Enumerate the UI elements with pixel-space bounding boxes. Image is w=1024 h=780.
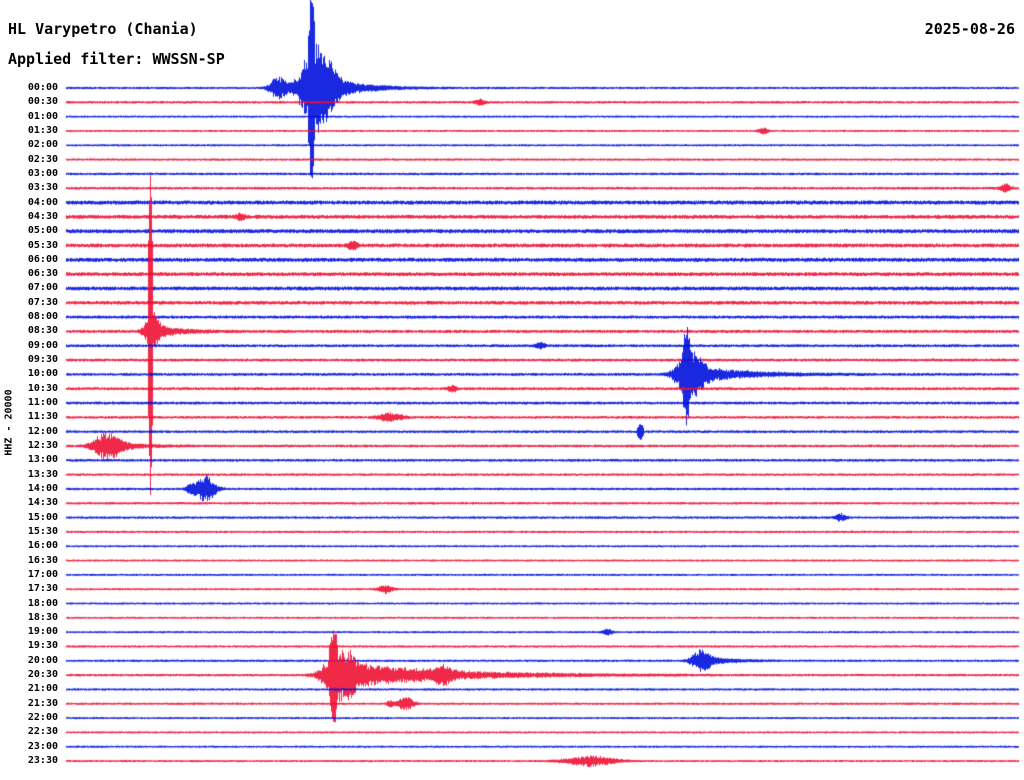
time-label: 00:00 xyxy=(27,82,58,93)
time-label: 00:30 xyxy=(27,96,58,108)
time-label: 05:00 xyxy=(27,225,58,237)
time-label: 02:30 xyxy=(27,153,58,165)
time-label: 21:30 xyxy=(27,697,58,709)
time-label: 06:00 xyxy=(27,253,58,265)
time-label: 22:30 xyxy=(27,726,58,738)
time-label: 21:00 xyxy=(27,683,58,695)
time-label: 20:30 xyxy=(27,669,58,681)
time-label: 02:00 xyxy=(27,139,58,151)
time-label: 09:00 xyxy=(27,339,58,351)
time-label: 08:00 xyxy=(27,311,58,323)
time-label: 03:00 xyxy=(27,167,58,179)
time-label: 04:30 xyxy=(27,210,58,222)
time-label: 11:30 xyxy=(27,411,58,423)
time-label: 01:00 xyxy=(27,110,58,122)
time-label: 16:00 xyxy=(27,540,58,552)
time-label: 19:00 xyxy=(27,626,58,638)
record-date: 2025-08-26 xyxy=(924,20,1015,38)
time-label: 18:30 xyxy=(27,611,58,623)
time-label: 03:30 xyxy=(27,182,58,194)
station-title: HL Varypetro (Chania) xyxy=(8,20,198,38)
time-label: 17:00 xyxy=(27,568,58,580)
time-label: 11:00 xyxy=(27,397,58,409)
time-label: 22:00 xyxy=(27,712,58,724)
time-label: 15:00 xyxy=(27,511,58,523)
time-label: 04:00 xyxy=(27,196,58,208)
time-label: 12:00 xyxy=(27,425,58,437)
time-label: 10:00 xyxy=(27,368,58,380)
time-label: 13:00 xyxy=(27,454,58,466)
time-label: 13:30 xyxy=(27,468,58,480)
time-label: 07:30 xyxy=(27,296,58,308)
time-label: 01:30 xyxy=(27,124,58,136)
time-label: 14:30 xyxy=(27,497,58,509)
channel-scale-label: HHZ - 20000 xyxy=(3,389,15,456)
time-label: 12:30 xyxy=(27,440,58,451)
time-label: 09:30 xyxy=(27,354,58,366)
time-label: 10:30 xyxy=(27,382,58,394)
time-label: 18:00 xyxy=(27,597,58,609)
time-label: 17:30 xyxy=(27,583,58,595)
time-label: 16:30 xyxy=(27,554,58,566)
time-label: 23:30 xyxy=(27,755,58,767)
time-label: 08:30 xyxy=(27,325,58,337)
time-label: 07:00 xyxy=(27,282,58,294)
time-label: 19:30 xyxy=(27,640,58,652)
time-label: 05:30 xyxy=(27,239,58,251)
time-label: 15:30 xyxy=(27,525,58,537)
time-label: 14:00 xyxy=(27,482,58,494)
time-label: 20:00 xyxy=(27,654,58,666)
time-label: 23:00 xyxy=(27,740,58,752)
time-label: 06:30 xyxy=(27,268,58,280)
filter-label: Applied filter: WWSSN-SP xyxy=(8,50,225,68)
